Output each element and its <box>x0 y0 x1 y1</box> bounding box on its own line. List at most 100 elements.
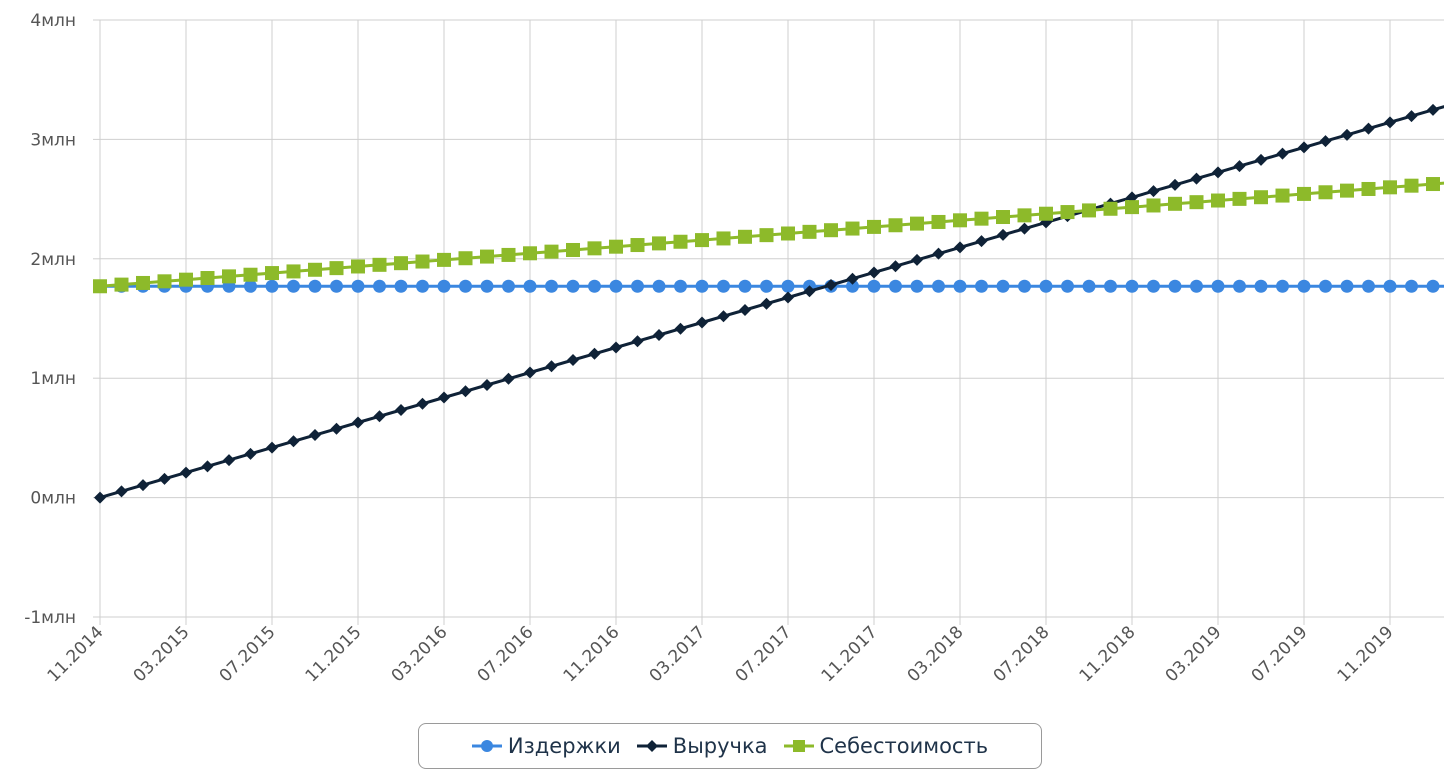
data-point <box>179 273 193 287</box>
data-point <box>975 212 989 226</box>
data-point <box>739 304 751 316</box>
data-point <box>395 404 407 416</box>
legend-label-costs: Издержки <box>508 734 621 758</box>
data-point <box>846 222 860 236</box>
legend-label-cost-price: Себестоимость <box>820 734 989 758</box>
data-point <box>889 280 902 293</box>
data-point <box>738 230 752 244</box>
y-tick-label: 3млн <box>30 130 76 150</box>
data-point <box>868 280 881 293</box>
data-point <box>1383 180 1397 194</box>
grid-lines <box>100 20 1444 625</box>
data-point <box>116 485 128 497</box>
data-point <box>1061 280 1074 293</box>
data-point <box>567 354 579 366</box>
data-point <box>1277 148 1289 160</box>
data-point <box>352 417 364 429</box>
data-point <box>1169 179 1181 191</box>
data-point <box>1319 185 1333 199</box>
data-point <box>1341 280 1354 293</box>
data-point <box>159 473 171 485</box>
data-point <box>1427 280 1440 293</box>
data-point <box>566 243 580 257</box>
x-tick-label: 03.2016 <box>388 622 452 686</box>
data-point <box>1276 189 1290 203</box>
y-tick-label: 4млн <box>30 11 76 31</box>
data-point <box>976 235 988 247</box>
data-point <box>589 348 601 360</box>
x-tick-label: 03.2019 <box>1162 622 1226 686</box>
data-point <box>1018 280 1031 293</box>
data-point <box>1340 184 1354 198</box>
series-layer <box>93 98 1444 504</box>
legend-item-costs[interactable]: Издержки <box>472 734 621 758</box>
data-point <box>417 398 429 410</box>
y-tick-label: -1млн <box>24 608 76 628</box>
data-point <box>201 271 215 285</box>
data-point <box>1405 280 1418 293</box>
data-point <box>932 280 945 293</box>
data-point <box>674 235 688 249</box>
data-point <box>94 492 106 504</box>
data-point <box>1061 205 1075 219</box>
legend-label-revenue: Выручка <box>673 734 768 758</box>
legend-item-revenue[interactable]: Выручка <box>637 734 768 758</box>
data-point <box>309 429 321 441</box>
data-point <box>480 250 494 264</box>
data-point <box>1082 203 1096 217</box>
data-point <box>610 341 622 353</box>
data-point <box>288 435 300 447</box>
data-point <box>374 410 386 422</box>
series-0 <box>94 280 1444 293</box>
data-point <box>782 280 795 293</box>
data-point <box>481 379 493 391</box>
data-point <box>1254 190 1268 204</box>
x-tick-label: 11.2019 <box>1334 622 1398 686</box>
legend: Издержки Выручка Себестоимость <box>418 723 1042 769</box>
data-point <box>1297 187 1311 201</box>
x-tick-label: 03.2015 <box>130 622 194 686</box>
data-point <box>1148 185 1160 197</box>
data-point <box>394 256 408 270</box>
data-point <box>373 258 387 272</box>
data-point <box>1104 280 1117 293</box>
x-tick-label: 11.2016 <box>560 622 624 686</box>
data-point <box>953 213 967 227</box>
legend-item-cost-price[interactable]: Себестоимость <box>784 734 989 758</box>
data-point <box>330 280 343 293</box>
data-point <box>1211 194 1225 208</box>
data-point <box>1426 177 1440 191</box>
x-tick-label: 07.2016 <box>474 622 538 686</box>
y-tick-label: 0млн <box>30 489 76 509</box>
data-point <box>459 251 473 265</box>
data-point <box>1147 280 1160 293</box>
data-point <box>524 367 536 379</box>
data-point <box>1190 280 1203 293</box>
series-2 <box>93 175 1444 293</box>
data-point <box>1255 154 1267 166</box>
data-point <box>1191 173 1203 185</box>
data-point <box>1212 280 1225 293</box>
data-point <box>158 274 172 288</box>
data-point <box>609 240 623 254</box>
x-tick-label: 11.2018 <box>1076 622 1140 686</box>
x-tick-label: 11.2017 <box>818 622 882 686</box>
data-point <box>1298 141 1310 153</box>
x-tick-label: 07.2015 <box>216 622 280 686</box>
data-point <box>545 280 558 293</box>
data-point <box>1276 280 1289 293</box>
data-point <box>695 233 709 247</box>
data-point <box>890 260 902 272</box>
data-point <box>567 280 580 293</box>
data-point <box>911 280 924 293</box>
data-point <box>502 280 515 293</box>
data-point <box>136 276 150 290</box>
data-point <box>244 268 258 282</box>
data-point <box>180 467 192 479</box>
data-point <box>717 280 730 293</box>
data-point <box>1233 192 1247 206</box>
data-point <box>1319 280 1332 293</box>
x-tick-label: 11.2014 <box>44 622 108 686</box>
